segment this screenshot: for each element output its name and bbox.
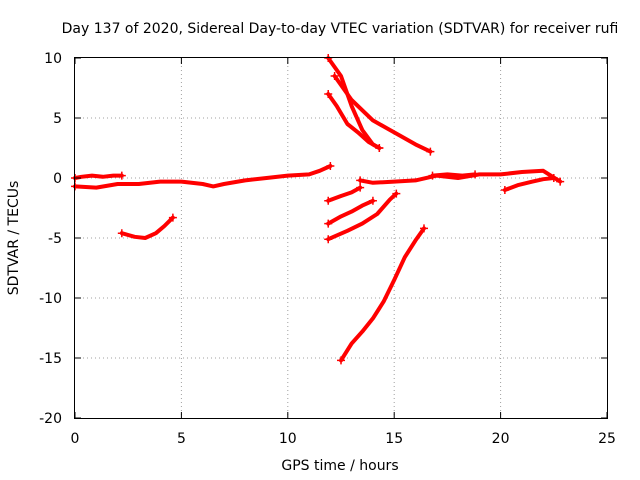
x-tick-label: 15: [385, 431, 403, 447]
x-tick-label: 10: [279, 431, 297, 447]
series-layer: [71, 54, 565, 365]
series-arc-2: [73, 164, 333, 190]
data-point-marker: [324, 235, 333, 244]
data-point-marker: [419, 224, 428, 233]
data-point-marker: [356, 176, 365, 185]
y-tick-label: 0: [53, 171, 62, 187]
data-point-marker: [368, 196, 377, 205]
series-arc-6: [332, 74, 433, 154]
data-point-marker: [500, 186, 509, 194]
y-tick-label: 10: [44, 51, 62, 67]
data-point-marker: [324, 196, 333, 205]
x-axis-label: GPS time / hours: [281, 458, 398, 474]
data-point-marker: [556, 177, 565, 186]
y-axis-label: SDTVAR / TECUs: [6, 181, 22, 296]
data-point-marker: [117, 229, 126, 238]
data-point-marker: [392, 189, 401, 198]
series-arc-12: [502, 176, 556, 192]
data-point-marker: [168, 213, 177, 222]
x-tick-label: 5: [177, 431, 186, 447]
data-point-marker: [330, 72, 339, 80]
y-tick-label: -15: [39, 351, 62, 367]
series-arc-5: [326, 92, 382, 150]
tick-layer: 0 5 10 15 20 25 -20 -15 -10 -5 0 5 10: [39, 51, 616, 447]
data-point-marker: [426, 147, 435, 156]
series-arc-3: [119, 215, 175, 240]
series-arc-13: [430, 172, 478, 178]
x-tick-label: 0: [71, 431, 80, 447]
y-tick-label: -10: [39, 291, 62, 307]
series-arc-10: [339, 226, 426, 363]
data-point-marker: [549, 174, 558, 182]
series-arc-8: [326, 198, 375, 226]
data-point-marker: [324, 219, 333, 228]
chart-title: Day 137 of 2020, Sidereal Day-to-day VTE…: [62, 21, 619, 37]
data-point-marker: [375, 144, 384, 152]
data-point-marker: [356, 183, 365, 192]
grid-layer: [75, 58, 607, 418]
data-point-marker: [471, 170, 480, 179]
data-point-marker: [117, 171, 126, 180]
y-tick-label: -20: [39, 411, 62, 427]
plot-frame: [74, 57, 608, 419]
data-point-marker: [326, 162, 335, 170]
data-point-marker: [324, 90, 333, 98]
y-tick-label: -5: [48, 231, 62, 247]
series-arc-1: [73, 173, 124, 180]
x-tick-label: 20: [492, 431, 510, 447]
x-tick-label: 25: [598, 431, 616, 447]
series-arc-7: [326, 185, 363, 203]
y-tick-label: 5: [53, 111, 62, 127]
data-point-marker: [337, 356, 345, 365]
series-arc-9: [326, 191, 399, 242]
data-point-marker: [428, 171, 437, 180]
series-arc-11: [358, 168, 563, 185]
